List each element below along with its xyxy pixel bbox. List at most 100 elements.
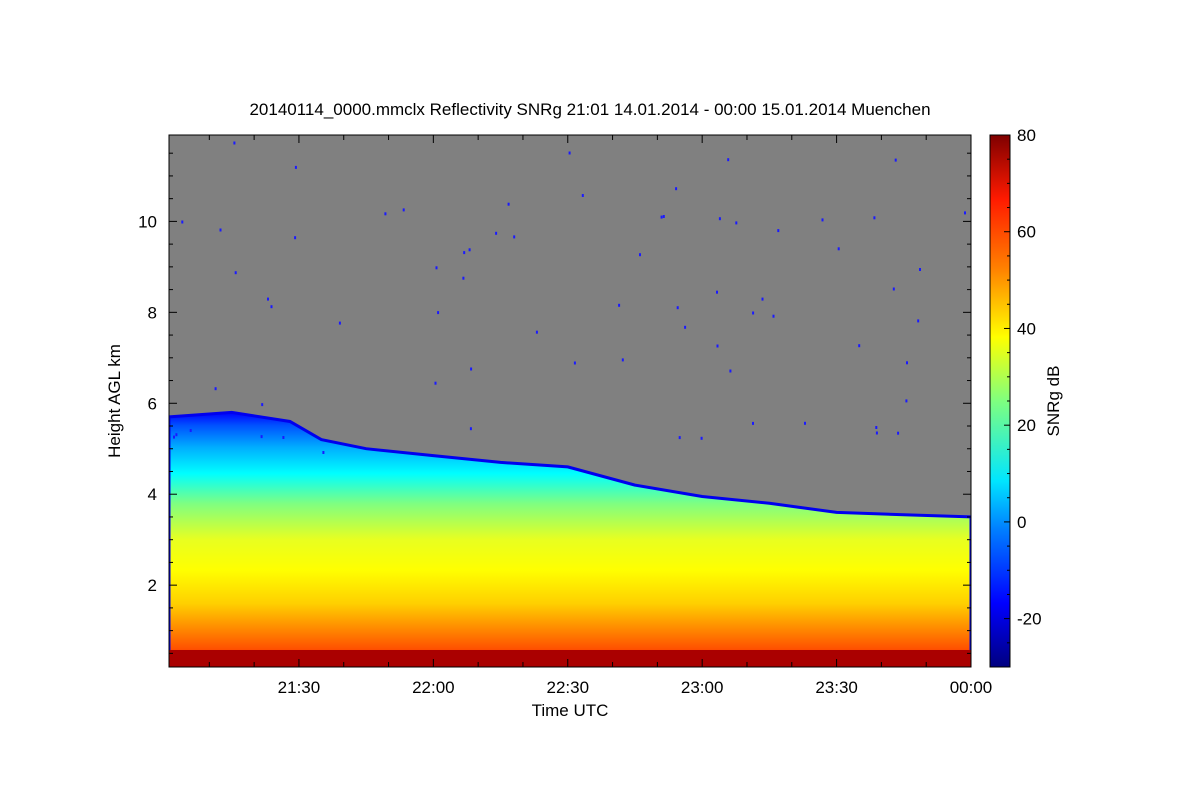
noise-speckle (294, 165, 297, 169)
noise-speckle (338, 321, 341, 325)
echo-layer (169, 410, 971, 667)
x-tick-label: 23:00 (681, 678, 724, 697)
chart-title: 20140114_0000.mmclx Reflectivity SNRg 21… (249, 100, 930, 119)
y-tick-label: 4 (148, 485, 157, 504)
noise-speckle (678, 436, 681, 440)
y-axis: 2 4 6 8 10 (138, 152, 971, 654)
noise-speckle (662, 215, 665, 218)
noise-speckle (189, 429, 192, 432)
x-axis-label: Time UTC (532, 701, 609, 720)
noise-speckle (621, 358, 624, 362)
noise-speckle (897, 431, 900, 435)
noise-speckle (214, 387, 217, 391)
noise-speckle (581, 194, 584, 197)
noise-speckle (804, 421, 806, 425)
noise-speckle (873, 216, 876, 220)
surface-return-band (169, 650, 971, 667)
noise-speckle (469, 427, 472, 431)
noise-speckle (729, 369, 732, 373)
y-tick-label: 2 (148, 576, 157, 595)
noise-speckles (173, 141, 966, 454)
noise-speckle (234, 271, 237, 275)
noise-speckle (761, 297, 764, 301)
y-tick-label: 10 (138, 212, 157, 231)
noise-speckle (173, 435, 175, 439)
colorbar-tick-label: 20 (1017, 416, 1036, 435)
colorbar-axis: -20 0 20 40 60 80 (1004, 126, 1042, 668)
noise-speckle (267, 297, 269, 301)
noise-speckle (573, 361, 576, 365)
noise-speckle (507, 202, 510, 206)
noise-speckle (752, 421, 754, 425)
noise-speckle (437, 311, 440, 315)
noise-speckle (270, 305, 273, 309)
noise-speckle (495, 231, 498, 235)
noise-speckle (402, 208, 405, 212)
x-tick-label: 00:00 (950, 678, 993, 697)
x-tick-label: 22:30 (546, 678, 589, 697)
noise-speckle (175, 433, 178, 437)
x-tick-label: 22:00 (412, 678, 455, 697)
colorbar-tick-label: 80 (1017, 126, 1036, 145)
noise-speckle (470, 367, 473, 371)
y-tick-label: 6 (148, 394, 157, 413)
noise-speckle (777, 229, 780, 233)
noise-speckle (684, 325, 687, 329)
noise-speckle (837, 247, 840, 251)
noise-speckle (821, 218, 824, 222)
noise-speckle (700, 436, 703, 440)
noise-speckle (618, 303, 621, 307)
noise-speckle (219, 228, 222, 232)
noise-speckle (917, 319, 920, 323)
noise-speckle (894, 158, 897, 162)
noise-speckle (875, 431, 878, 435)
echo-region (169, 410, 971, 667)
noise-speckle (905, 399, 908, 403)
noise-speckle (535, 330, 538, 334)
noise-speckle (294, 236, 297, 240)
noise-speckle (716, 344, 719, 348)
noise-speckle (261, 403, 264, 407)
colorbar-tick-label: -20 (1017, 610, 1042, 629)
colorbar-label: SNRg dB (1044, 366, 1063, 437)
x-tick-label: 21:30 (278, 678, 321, 697)
noise-speckle (435, 266, 438, 270)
plot-frame (168, 134, 972, 668)
noise-speckle (322, 451, 325, 454)
colorbar-tick-label: 0 (1017, 513, 1026, 532)
noise-speckle (233, 141, 236, 145)
noise-speckle (462, 276, 465, 280)
colorbar-tick-label: 40 (1017, 319, 1036, 338)
noise-speckle (964, 211, 966, 215)
noise-speckle (906, 361, 908, 365)
noise-speckle (384, 212, 387, 216)
noise-speckle (675, 187, 678, 191)
noise-speckle (568, 151, 571, 155)
y-axis-label: Height AGL km (105, 344, 124, 458)
noise-speckle (727, 158, 730, 162)
noise-speckle (752, 311, 755, 315)
x-axis: 21:30 22:00 22:30 23:00 23:30 00:00 (208, 135, 993, 697)
noise-speckle (772, 314, 775, 318)
noise-speckle (260, 435, 263, 439)
noise-speckle (181, 220, 184, 224)
noise-speckle (858, 344, 861, 348)
noise-speckle (434, 381, 437, 385)
noise-speckle (282, 436, 285, 439)
noise-speckle (639, 253, 641, 257)
noise-speckle (513, 235, 516, 239)
noise-speckle (718, 217, 721, 221)
colorbar-tick-label: 60 (1017, 223, 1036, 242)
noise-speckle (892, 287, 895, 291)
noise-speckle (919, 268, 921, 271)
noise-speckle (875, 426, 878, 429)
noise-speckle (735, 221, 738, 225)
noise-speckle (468, 248, 471, 252)
noise-speckle (716, 290, 718, 294)
noise-speckle (463, 251, 466, 255)
x-tick-label: 23:30 (815, 678, 858, 697)
noise-speckle (676, 306, 679, 310)
noise-speckle (660, 215, 663, 219)
y-tick-label: 8 (148, 303, 157, 322)
